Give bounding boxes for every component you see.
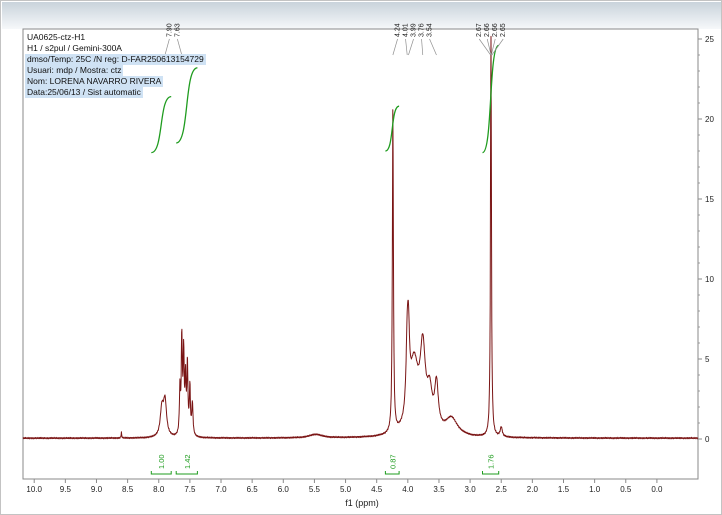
- x-tick-label: 9.0: [91, 485, 103, 494]
- x-tick-label: 7.0: [215, 485, 227, 494]
- x-tick-label: 1.0: [589, 485, 601, 494]
- x-tick-label: 4.5: [371, 485, 383, 494]
- x-tick-label: 5.0: [340, 485, 352, 494]
- peak-leader-line: [164, 38, 170, 56]
- x-tick-label: 0.0: [651, 485, 663, 494]
- peak-label: 4.01: [403, 23, 410, 37]
- x-tick-label: 7.5: [184, 485, 196, 494]
- peak-label: 3.76: [419, 23, 426, 37]
- integral-value-label: 1.42: [183, 454, 192, 469]
- integral-bracket: [384, 471, 400, 475]
- info-line-solvent: dmso/Temp: 25C /N reg: D-FAR250613154729: [25, 54, 206, 65]
- peak-label: 2.65: [500, 23, 507, 37]
- peak-label: 4.24: [395, 23, 402, 37]
- peak-leader-line: [421, 38, 424, 56]
- peak-label: 3.99: [411, 23, 418, 37]
- info-line-user: Usuari: mdp / Mostra: ctz: [25, 65, 124, 76]
- info-line-date: Data:25/06/13 / Sist automatic: [25, 87, 143, 98]
- x-tick-label: 4.0: [402, 485, 414, 494]
- x-tick-label: 6.0: [278, 485, 290, 494]
- info-line-name: Nom: LORENA NAVARRO RIVERA: [25, 76, 164, 87]
- plot-border: [22, 28, 699, 480]
- peak-leader-line: [491, 38, 504, 56]
- y-tick-label: 20: [705, 115, 714, 124]
- y-tick-label: 0: [705, 435, 710, 444]
- y-tick-label: 15: [705, 195, 714, 204]
- y-tick-label: 10: [705, 275, 714, 284]
- peak-leader-line: [408, 38, 414, 56]
- x-tick-label: 0.5: [620, 485, 632, 494]
- sample-info-box: UA0625-ctz-H1 H1 / s2pul / Gemini-300A d…: [25, 32, 206, 98]
- info-line-sample-id: UA0625-ctz-H1: [27, 32, 86, 42]
- integral-value-label: 1.76: [487, 454, 496, 469]
- peak-leader-line: [478, 38, 491, 56]
- spectrum-trace: [22, 35, 699, 440]
- peak-label: 7.90: [166, 23, 173, 37]
- peak-leader-line: [405, 38, 408, 56]
- y-tick-label: 25: [705, 35, 714, 44]
- peak-label: 2.67: [476, 23, 483, 37]
- integral-curve: [385, 105, 400, 152]
- integral-bracket: [482, 471, 500, 475]
- integral-bracket: [150, 471, 172, 475]
- integral-value-label: 0.87: [388, 454, 397, 469]
- peak-label: 2.66: [492, 23, 499, 37]
- y-tick-label: 5: [705, 355, 710, 364]
- info-line-experiment: H1 / s2pul / Gemini-300A: [27, 43, 122, 53]
- peak-leader-line: [490, 38, 496, 56]
- x-tick-label: 6.5: [247, 485, 259, 494]
- integral-curve: [151, 95, 172, 154]
- peak-label: 2.66: [484, 23, 491, 37]
- x-tick-label: 3.0: [465, 485, 477, 494]
- integral-value-label: 1.00: [157, 454, 166, 469]
- x-tick-label: 10.0: [26, 485, 42, 494]
- peak-label: 7.63: [174, 23, 181, 37]
- x-axis-title: f1 (ppm): [345, 498, 379, 508]
- x-tick-label: 8.0: [153, 485, 165, 494]
- x-tick-label: 9.5: [60, 485, 72, 494]
- peak-label: 3.54: [427, 23, 434, 37]
- x-tick-label: 8.5: [122, 485, 134, 494]
- peak-leader-line: [486, 38, 492, 56]
- x-tick-label: 2.0: [527, 485, 539, 494]
- peak-leader-line: [177, 38, 183, 56]
- integral-bracket: [175, 471, 198, 475]
- peak-leader-line: [429, 38, 437, 56]
- x-tick-label: 2.5: [496, 485, 508, 494]
- x-tick-label: 5.5: [309, 485, 321, 494]
- top-band: [2, 2, 721, 29]
- integral-curve: [175, 67, 198, 144]
- x-tick-label: 1.5: [558, 485, 570, 494]
- peak-leader-line: [392, 38, 398, 56]
- x-tick-label: 3.5: [433, 485, 445, 494]
